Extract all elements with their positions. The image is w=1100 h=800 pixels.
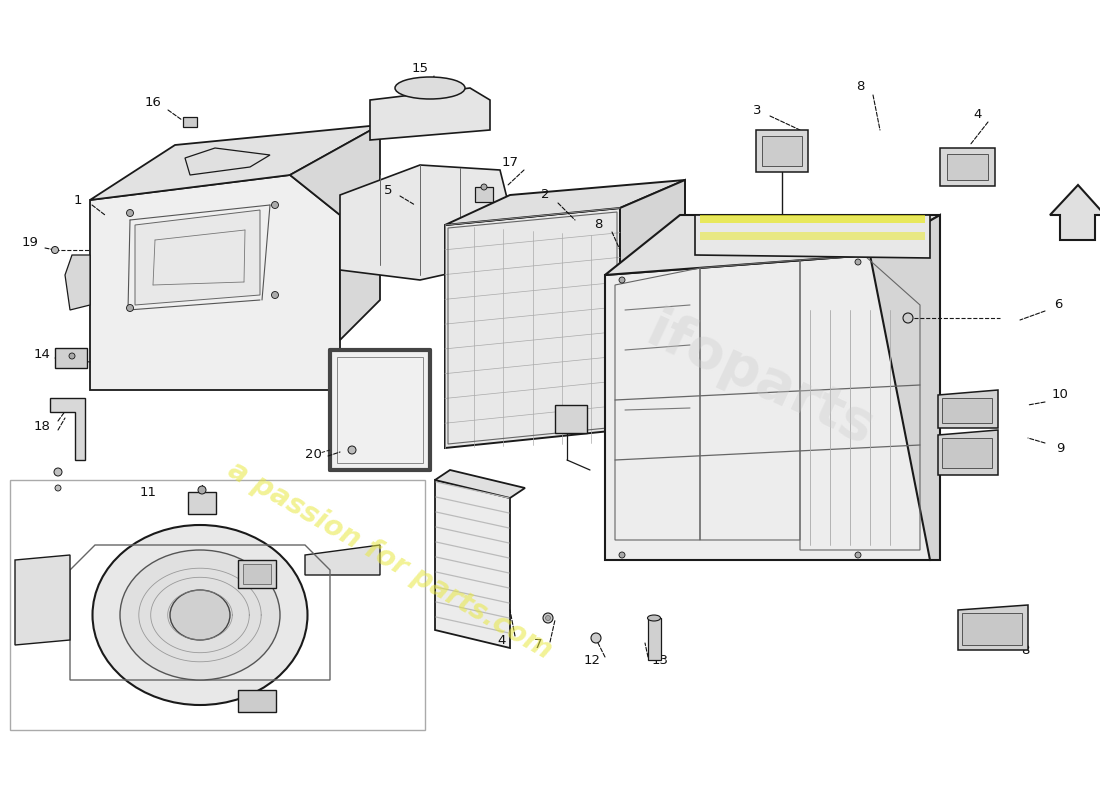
Circle shape <box>272 291 278 298</box>
Bar <box>942 438 992 468</box>
Polygon shape <box>185 148 270 175</box>
Polygon shape <box>340 165 510 280</box>
Circle shape <box>52 246 58 254</box>
Text: 8: 8 <box>1021 643 1030 657</box>
Text: 3: 3 <box>752 103 761 117</box>
Text: ifoparts: ifoparts <box>638 304 882 456</box>
Bar <box>238 560 276 588</box>
Ellipse shape <box>120 550 280 680</box>
Text: 4: 4 <box>498 634 506 646</box>
Ellipse shape <box>395 77 465 99</box>
Text: 20: 20 <box>305 449 321 462</box>
Text: 8: 8 <box>856 79 865 93</box>
Text: 16: 16 <box>144 97 162 110</box>
Circle shape <box>619 552 625 558</box>
Ellipse shape <box>648 615 660 621</box>
Circle shape <box>348 446 356 454</box>
Text: 14: 14 <box>34 349 51 362</box>
Bar <box>700 215 925 223</box>
Circle shape <box>55 485 60 491</box>
Bar <box>337 357 424 463</box>
Polygon shape <box>434 480 510 648</box>
Ellipse shape <box>92 525 308 705</box>
Polygon shape <box>446 180 685 225</box>
Bar <box>648 618 661 660</box>
Bar <box>243 564 271 584</box>
Polygon shape <box>90 175 340 390</box>
Text: 17: 17 <box>502 155 518 169</box>
Text: a passion for parts.com: a passion for parts.com <box>223 455 557 665</box>
Ellipse shape <box>170 590 230 640</box>
Polygon shape <box>15 555 70 645</box>
Bar <box>183 117 197 127</box>
Circle shape <box>198 486 206 494</box>
Circle shape <box>543 613 553 623</box>
Circle shape <box>855 259 861 265</box>
Polygon shape <box>958 605 1028 650</box>
Circle shape <box>903 313 913 323</box>
Bar <box>10 480 425 730</box>
Circle shape <box>481 184 487 190</box>
Polygon shape <box>605 215 940 275</box>
Bar <box>756 130 808 172</box>
Circle shape <box>69 353 75 359</box>
Circle shape <box>619 277 625 283</box>
Bar <box>475 187 493 202</box>
Polygon shape <box>65 255 90 310</box>
Circle shape <box>546 615 550 621</box>
Polygon shape <box>50 398 85 460</box>
Polygon shape <box>135 210 260 305</box>
Text: 11: 11 <box>140 486 156 498</box>
Bar <box>238 690 276 712</box>
Bar <box>556 405 587 433</box>
Bar <box>330 350 430 470</box>
Text: 18: 18 <box>34 419 51 433</box>
Polygon shape <box>290 125 380 340</box>
Polygon shape <box>1050 185 1100 240</box>
Text: 9: 9 <box>1056 442 1064 454</box>
Circle shape <box>126 210 133 217</box>
Polygon shape <box>938 390 998 428</box>
Text: 5: 5 <box>384 183 393 197</box>
Text: 4: 4 <box>974 109 982 122</box>
Text: 19: 19 <box>22 235 38 249</box>
Bar <box>700 232 925 240</box>
Bar <box>762 136 802 166</box>
Polygon shape <box>695 215 930 258</box>
Bar <box>55 348 87 368</box>
Text: 2: 2 <box>541 189 549 202</box>
Text: 15: 15 <box>411 62 429 74</box>
Polygon shape <box>305 545 380 575</box>
Polygon shape <box>620 180 685 430</box>
Bar <box>942 398 992 423</box>
Polygon shape <box>90 125 379 200</box>
Polygon shape <box>446 208 620 448</box>
Bar <box>947 154 988 180</box>
Polygon shape <box>938 430 998 475</box>
Polygon shape <box>434 470 525 498</box>
Bar <box>962 613 1022 645</box>
Text: 8: 8 <box>594 218 602 231</box>
Text: 1: 1 <box>74 194 82 206</box>
Text: 12: 12 <box>583 654 601 666</box>
Text: 7: 7 <box>534 638 542 651</box>
Text: 10: 10 <box>1052 389 1068 402</box>
Polygon shape <box>605 255 930 560</box>
Circle shape <box>272 202 278 209</box>
Circle shape <box>54 468 62 476</box>
Text: 6: 6 <box>1054 298 1063 311</box>
Polygon shape <box>870 215 940 560</box>
Bar <box>188 492 216 514</box>
Circle shape <box>126 305 133 311</box>
Circle shape <box>591 633 601 643</box>
Bar <box>940 148 996 186</box>
Text: 13: 13 <box>651 654 669 666</box>
Circle shape <box>855 552 861 558</box>
Polygon shape <box>370 88 490 140</box>
